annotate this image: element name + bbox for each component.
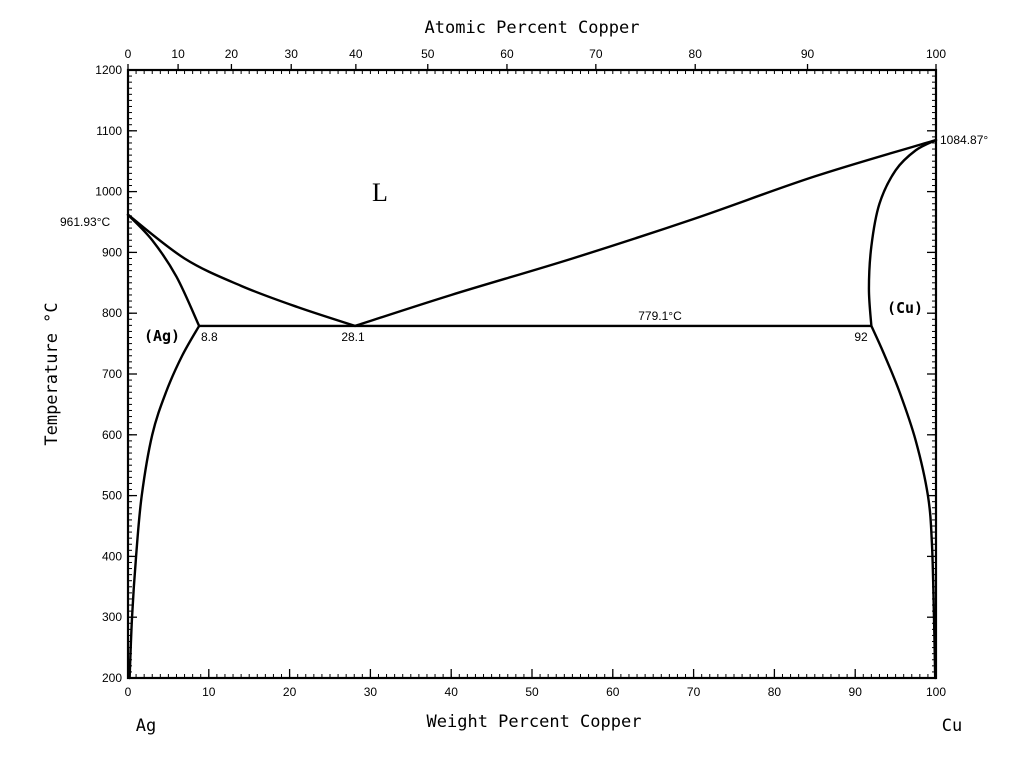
x-tick-label: 30 bbox=[364, 685, 378, 699]
x-tick-label: 10 bbox=[202, 685, 216, 699]
top-tick-label: 30 bbox=[285, 47, 299, 61]
x-tick-label: 70 bbox=[687, 685, 701, 699]
top-tick-label: 20 bbox=[225, 47, 239, 61]
ag-melting-point-label: 961.93°C bbox=[60, 215, 111, 229]
phase-boundary bbox=[126, 213, 357, 328]
y-tick-label: 1000 bbox=[95, 185, 122, 199]
top-tick-label: 90 bbox=[801, 47, 815, 61]
y-tick-label: 1200 bbox=[95, 63, 122, 77]
top-tick-label: 60 bbox=[500, 47, 514, 61]
cu-phase-label: (Cu) bbox=[887, 299, 923, 317]
axis-ticks bbox=[127, 64, 937, 679]
ag-solubility-label: 8.8 bbox=[201, 330, 218, 344]
x-axis-title: Weight Percent Copper bbox=[427, 712, 642, 732]
liquid-phase-label: L bbox=[372, 178, 388, 207]
top-tick-label: 80 bbox=[689, 47, 703, 61]
x-tick-label: 60 bbox=[606, 685, 620, 699]
ag-phase-label: (Ag) bbox=[144, 327, 180, 345]
x-tick-label: 100 bbox=[926, 685, 946, 699]
phase-boundary bbox=[867, 138, 938, 328]
top-tick-label: 0 bbox=[125, 47, 132, 61]
x-tick-label: 0 bbox=[125, 685, 132, 699]
cu-melting-point-label: 1084.87° bbox=[940, 133, 988, 147]
y-tick-label: 500 bbox=[102, 489, 122, 503]
top-axis-title: Atomic Percent Copper bbox=[425, 18, 640, 38]
y-tick-label: 1100 bbox=[96, 124, 122, 138]
y-tick-label: 700 bbox=[102, 367, 122, 381]
y-tick-label: 600 bbox=[102, 428, 122, 442]
plot-frame bbox=[126, 68, 938, 680]
y-tick-label: 400 bbox=[102, 549, 122, 563]
cu-solubility-label: 92 bbox=[854, 330, 868, 344]
top-tick-label: 40 bbox=[349, 47, 363, 61]
ag-end-label: Ag bbox=[136, 716, 156, 736]
x-tick-label: 80 bbox=[768, 685, 782, 699]
phase-boundary bbox=[870, 324, 937, 680]
phase-boundary bbox=[126, 213, 201, 328]
top-tick-label: 50 bbox=[421, 47, 435, 61]
y-tick-label: 200 bbox=[102, 671, 122, 685]
y-tick-label: 300 bbox=[102, 610, 122, 624]
y-tick-label: 900 bbox=[102, 245, 122, 259]
x-tick-label: 50 bbox=[525, 685, 539, 699]
tick-labels: 0 10 20 30 40 50 60 70 80 90 100200300400500600700… bbox=[95, 47, 946, 699]
top-tick-label: 100 bbox=[926, 47, 946, 61]
phase-boundary-curves bbox=[126, 138, 938, 680]
top-tick-label: 10 bbox=[171, 47, 185, 61]
top-tick-label: 70 bbox=[589, 47, 603, 61]
eutectic-temperature-label: 779.1°C bbox=[638, 309, 682, 323]
phase-boundary bbox=[353, 138, 938, 328]
x-tick-label: 20 bbox=[283, 685, 297, 699]
cu-end-label: Cu bbox=[942, 716, 962, 736]
x-tick-label: 90 bbox=[849, 685, 863, 699]
y-tick-label: 800 bbox=[102, 306, 122, 320]
y-axis-title: Temperature °C bbox=[42, 302, 62, 445]
phase-boundary bbox=[128, 324, 201, 680]
eutectic-composition-label: 28.1 bbox=[341, 330, 365, 344]
x-tick-label: 40 bbox=[445, 685, 459, 699]
